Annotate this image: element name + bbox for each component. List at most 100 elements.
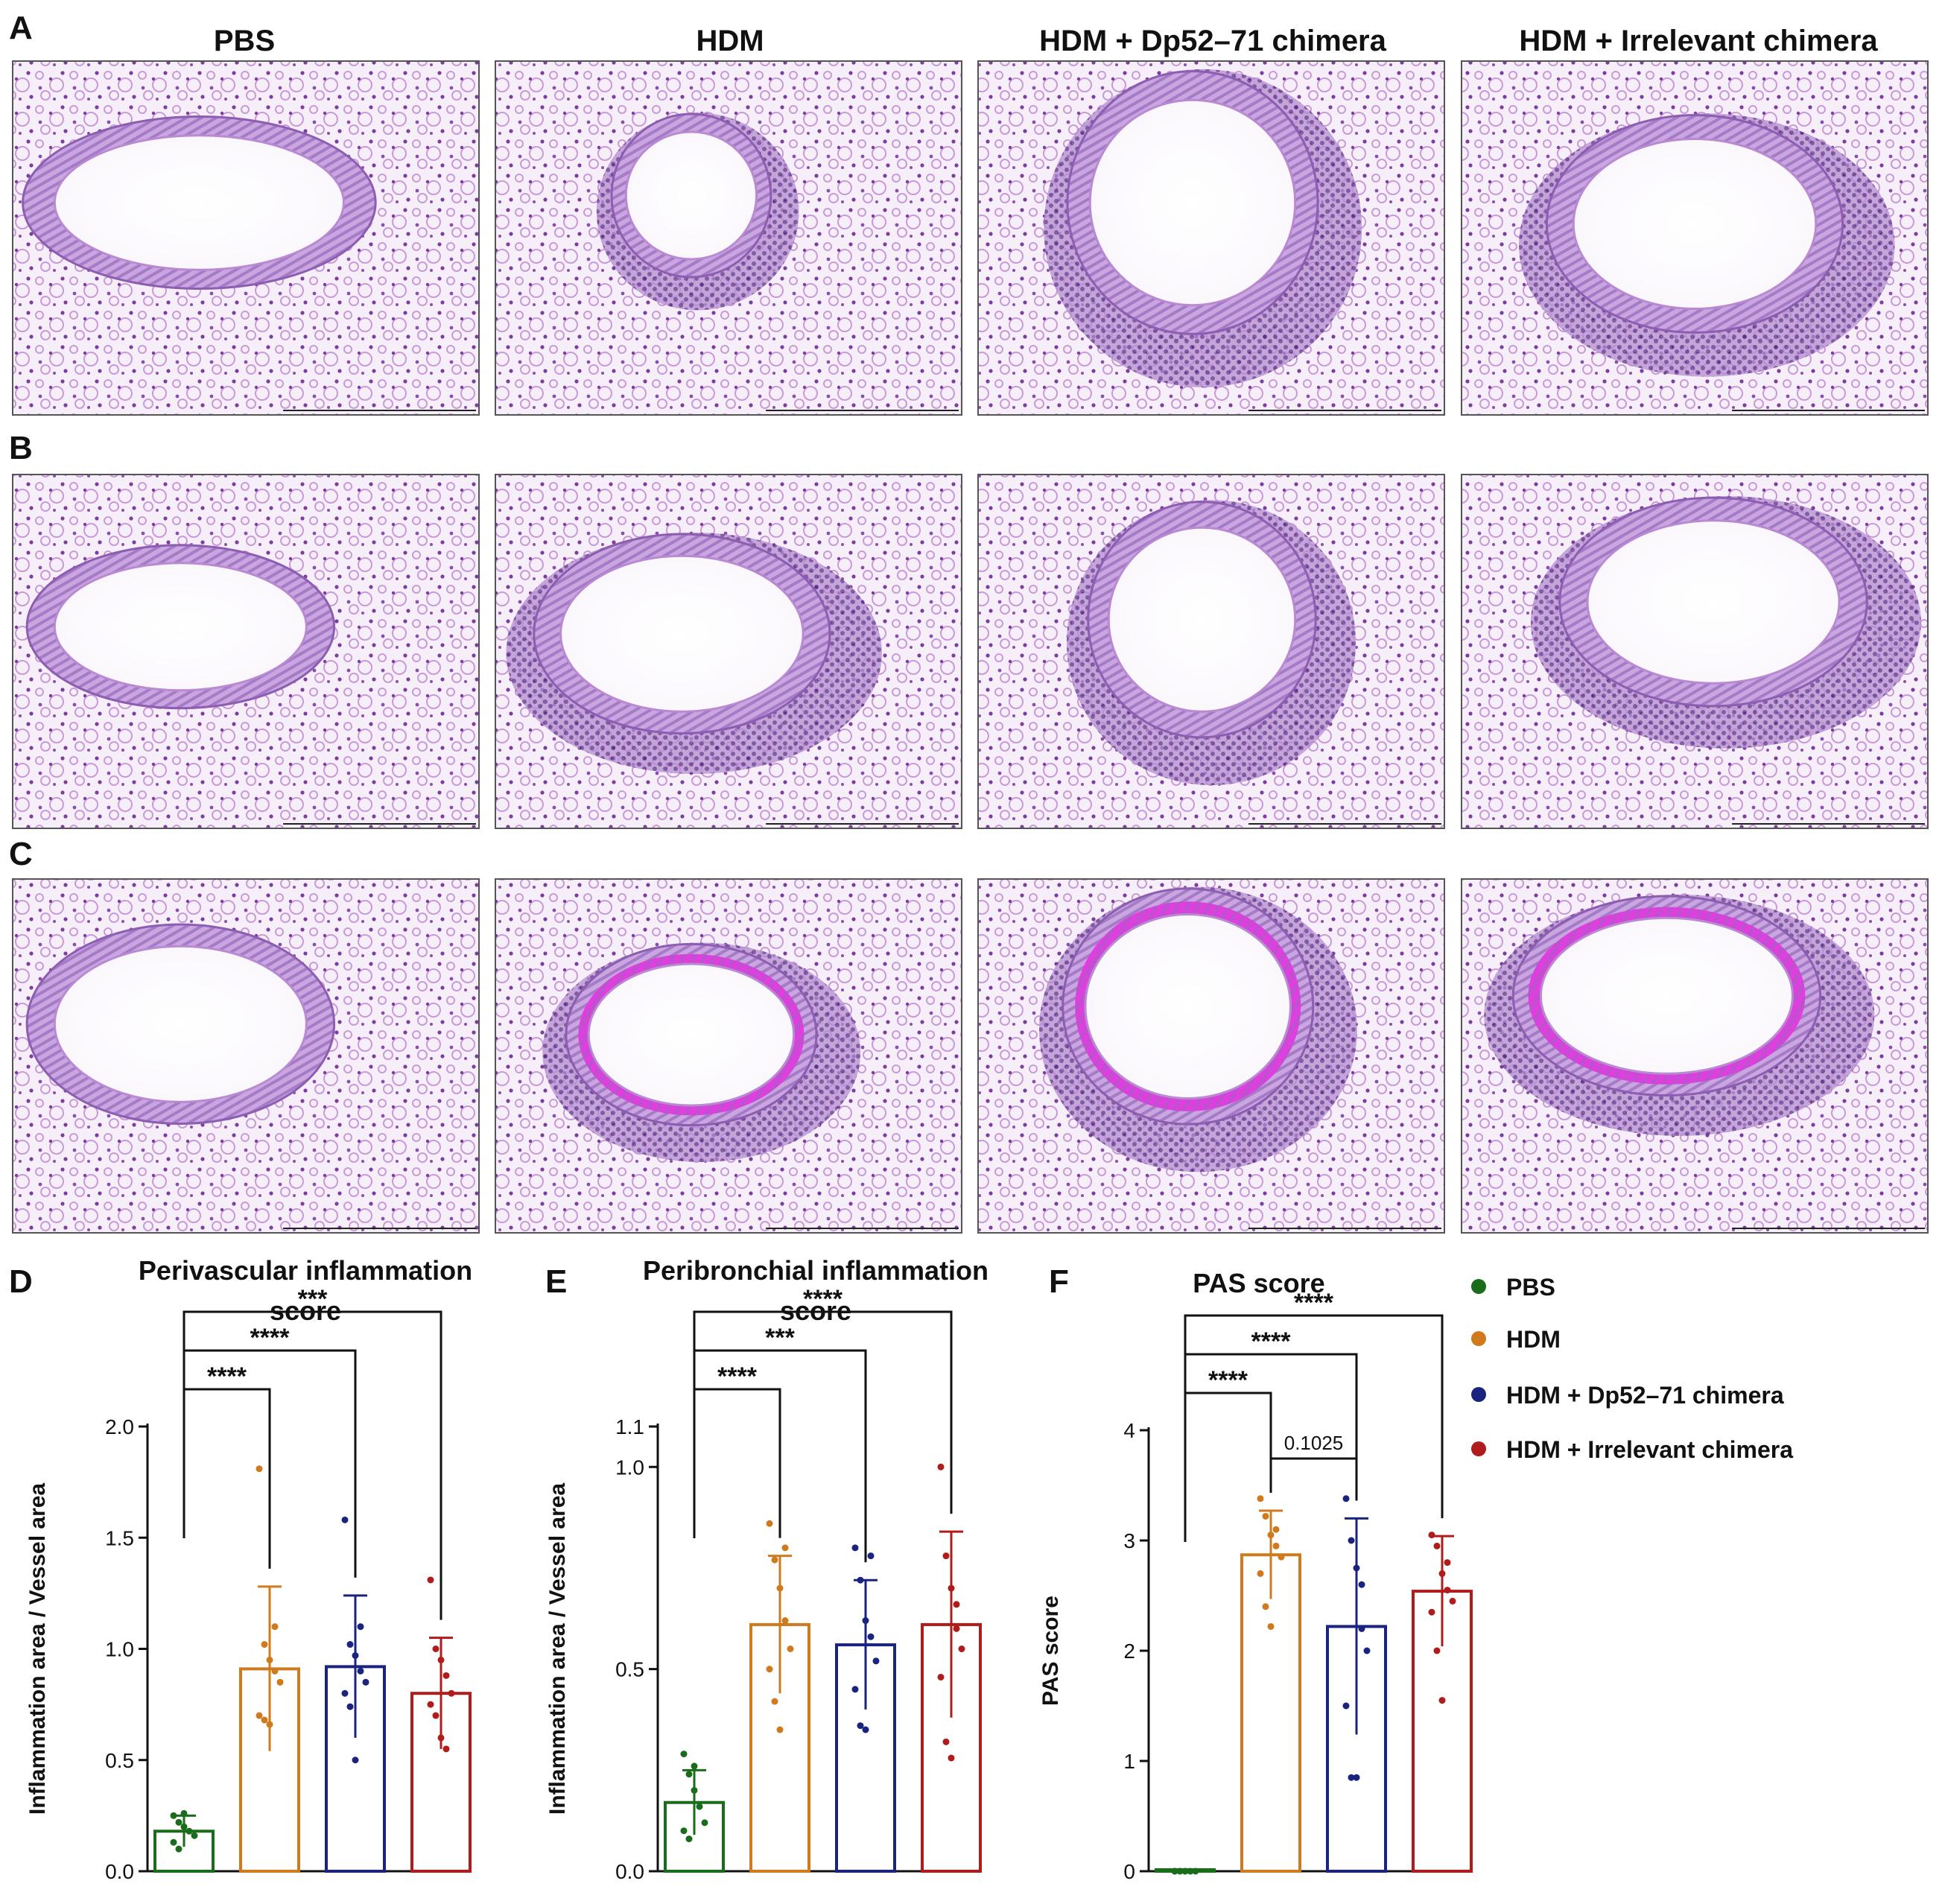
significance-bracket [1269,1457,1358,1501]
data-point [427,1576,434,1584]
significance-bracket [693,1310,953,1514]
data-point [685,1771,693,1778]
y-tick-label: 1 [1123,1750,1135,1773]
data-point [1438,1570,1446,1577]
data-point [781,1544,789,1552]
data-point [766,1520,773,1527]
significance-bracket [1184,1391,1272,1542]
data-point [867,1552,875,1560]
significance-label: **** [803,1285,843,1313]
y-tick-label: 1.5 [105,1526,134,1549]
data-point [1267,1532,1275,1539]
y-tick-label: 2 [1123,1640,1135,1663]
data-point [1348,1537,1355,1544]
data-point [948,1754,955,1762]
significance-bracket [183,1310,442,1620]
data-point [680,1751,688,1758]
data-point [448,1689,455,1697]
micrograph-b3 [977,474,1445,829]
data-point [1358,1625,1365,1632]
data-point [1181,1867,1189,1875]
chart-pas: PAS score PAS score 01234************0.1… [1038,1268,1473,1883]
data-point [1272,1542,1280,1549]
data-point [691,1762,698,1770]
data-point [341,1689,349,1697]
data-point [1353,1564,1360,1572]
panel-letter-f: F [1049,1263,1069,1300]
y-axis-label: Inflammation area / Vessel area [545,1483,570,1815]
data-point [256,1712,263,1719]
data-point [180,1809,188,1817]
micrograph-c1 [12,878,480,1234]
y-tick-label: 0.5 [615,1658,644,1681]
data-point [276,1678,284,1686]
bar [1240,1553,1301,1873]
y-tick-label: 0.5 [105,1749,134,1772]
data-point [1358,1581,1365,1588]
significance-bracket [693,1388,781,1538]
y-tick-label: 2.0 [105,1415,134,1438]
data-point [357,1667,364,1675]
data-point [953,1601,960,1608]
data-point [437,1656,445,1663]
data-point [851,1686,859,1693]
chart-peribronchial: Peribronchial inflammation score Inflamma… [545,1255,989,1883]
data-point [1444,1559,1451,1567]
data-point [1171,1867,1178,1875]
data-point [271,1623,279,1631]
micrograph-a4 [1461,60,1929,416]
data-point [680,1827,688,1835]
data-point [937,1673,945,1681]
panel-letter-a: A [9,10,33,46]
data-point [776,1584,784,1592]
data-point [1192,1867,1199,1875]
data-point [1449,1597,1456,1605]
data-point [341,1516,349,1523]
data-point [442,1672,450,1679]
significance-label: **** [250,1324,291,1352]
micrograph-c3 [977,878,1445,1234]
legend: PBS HDM HDM + Dp52–71 chimera HDM + Irre… [1471,1274,1793,1463]
legend-marker-irrelevant-chimera [1471,1441,1486,1456]
data-point [362,1678,369,1686]
data-point [271,1667,279,1675]
data-point [1353,1774,1360,1781]
data-point [857,1576,864,1584]
data-point [1272,1526,1280,1533]
data-point [346,1641,354,1648]
data-point [771,1698,778,1705]
micrograph-grid [12,60,1929,1234]
data-point [771,1556,778,1564]
chart-title: PAS score [1193,1268,1324,1298]
micrograph-c2 [495,878,962,1234]
data-point [261,1716,268,1724]
data-point [1428,1532,1435,1539]
panel-letter-c: C [9,836,33,872]
data-point [175,1818,183,1826]
data-point [787,1646,794,1652]
micrograph-a3 [977,60,1445,416]
data-point [180,1823,188,1830]
column-label-pbs: PBS [214,25,275,57]
data-point [1257,1570,1264,1577]
significance-label: *** [765,1324,795,1352]
data-point [1278,1553,1285,1561]
legend-label-dp-chimera: HDM + Dp52–71 chimera [1506,1382,1784,1409]
data-point [1262,1603,1269,1611]
y-tick-label: 0.0 [105,1860,134,1883]
data-point [1433,1647,1441,1654]
data-point [170,1812,177,1819]
data-point [766,1666,773,1673]
data-point [1187,1867,1194,1875]
legend-marker-hdm [1471,1331,1486,1346]
chart-title: Peribronchial inflammation score [643,1255,989,1326]
y-tick-label: 3 [1123,1529,1135,1552]
data-point [266,1721,273,1728]
data-point [256,1465,263,1473]
data-point [1342,1702,1350,1710]
data-point [1257,1495,1264,1502]
data-point [185,1827,193,1835]
data-point [953,1625,960,1632]
chart-perivascular: Perivascular inflammation score Inflammat… [25,1255,472,1883]
data-point [942,1552,950,1560]
